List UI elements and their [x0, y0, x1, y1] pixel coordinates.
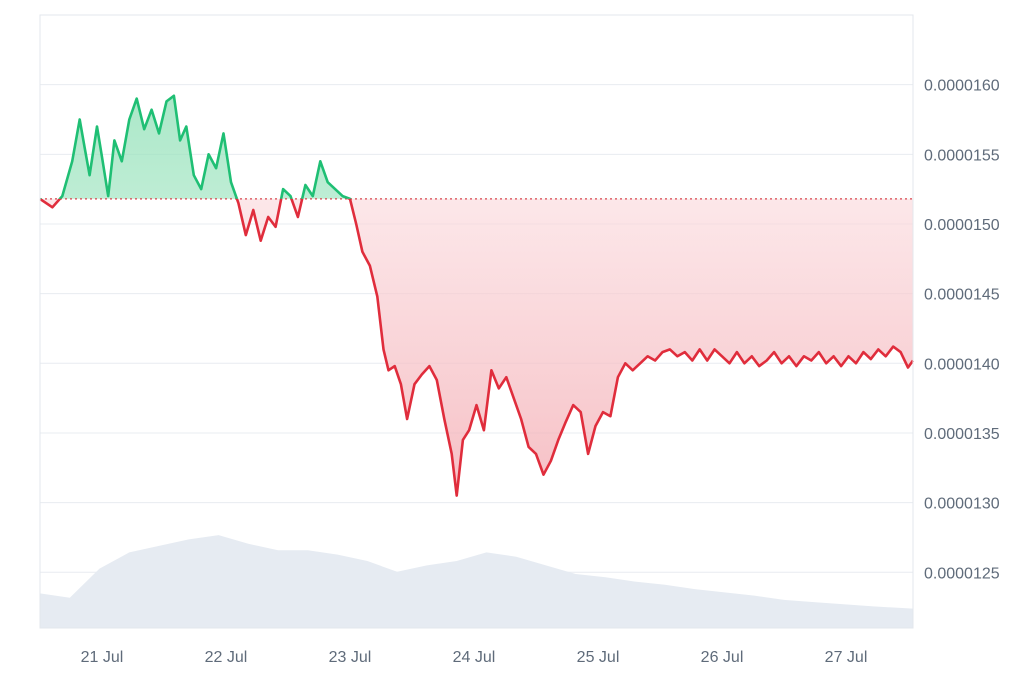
x-tick-label: 24 Jul: [453, 649, 496, 666]
volume-area: [40, 535, 913, 628]
plot-frame: [39, 14, 914, 629]
y-tick-label: 0.0000140: [924, 356, 1000, 373]
price-line-below-baseline: [39, 198, 915, 497]
y-tick-label: 0.0000135: [924, 426, 1000, 443]
x-tick-label: 27 Jul: [825, 649, 868, 666]
y-tick-label: 0.0000160: [924, 78, 1000, 95]
x-tick-label: 23 Jul: [329, 649, 372, 666]
x-tick-label: 22 Jul: [205, 649, 248, 666]
x-axis-ticks: 21 Jul 22 Jul 23 Jul 24 Jul 25 Jul 26 Jul 27 J…: [81, 649, 868, 666]
x-tick-label: 25 Jul: [577, 649, 620, 666]
y-tick-label: 0.0000150: [924, 217, 1000, 234]
y-tick-label: 0.0000145: [924, 287, 1000, 304]
area-fill-below-baseline: [40, 198, 913, 496]
y-tick-label: 0.0000155: [924, 147, 1000, 164]
area-fill-above-baseline: [59, 95, 350, 199]
price-line-above-baseline: [40, 94, 352, 199]
y-axis-ticks: 0.0000160 0.0000155 0.0000150 0.0000145 0.00…: [924, 78, 1000, 583]
x-tick-label: 21 Jul: [81, 649, 124, 666]
x-tick-label: 26 Jul: [701, 649, 744, 666]
y-tick-label: 0.0000130: [924, 496, 1000, 513]
y-tick-label: 0.0000125: [924, 565, 1000, 582]
